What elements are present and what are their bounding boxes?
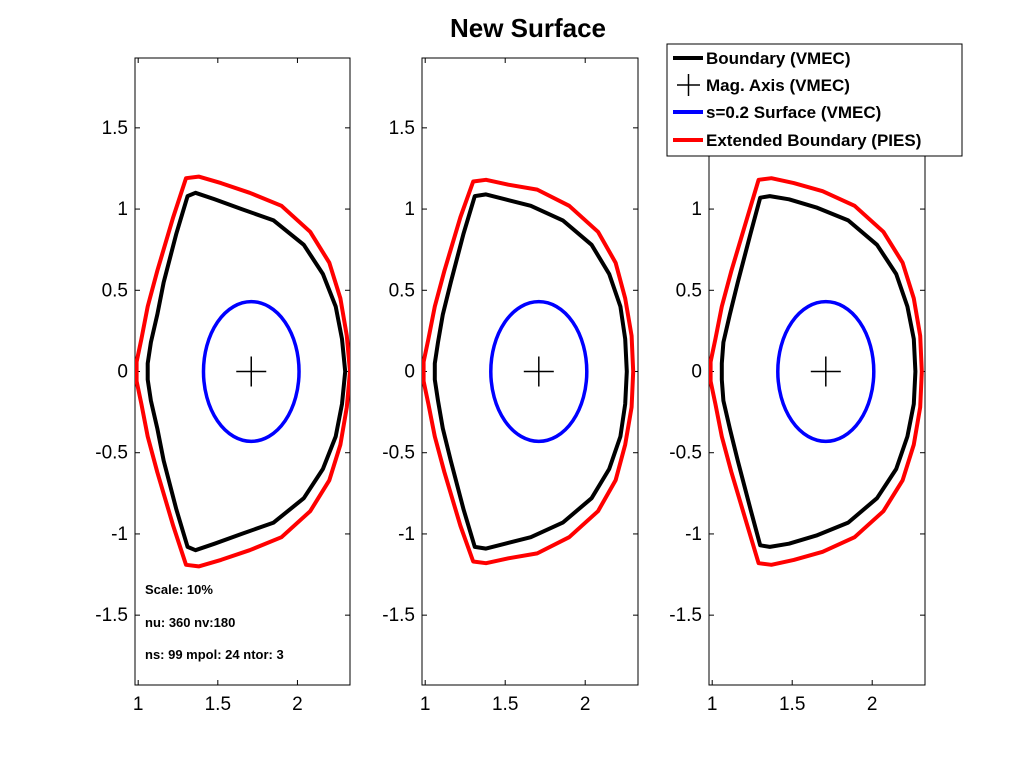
x-tick-label: 1 xyxy=(133,694,144,715)
x-tick-label: 2 xyxy=(292,694,303,715)
y-tick-label: 0.5 xyxy=(102,280,128,301)
legend-label: s=0.2 Surface (VMEC) xyxy=(706,103,881,122)
y-tick-label: 0 xyxy=(117,362,128,383)
annotation-text: nu: 360 nv:180 xyxy=(145,615,235,630)
y-tick-label: 1.5 xyxy=(389,118,415,139)
extended-boundary-line xyxy=(422,177,636,566)
mag-axis-marker xyxy=(523,356,554,387)
legend-label: Extended Boundary (PIES) xyxy=(706,131,921,150)
s02-surface-line xyxy=(776,299,876,444)
annotation-text: Scale: 10% xyxy=(145,582,213,597)
y-tick-label: -1 xyxy=(398,524,415,545)
x-tick-label: 2 xyxy=(580,694,591,715)
y-tick-label: 1 xyxy=(117,199,128,220)
y-tick-label: 1.5 xyxy=(102,118,128,139)
y-tick-label: -1.5 xyxy=(382,605,415,626)
y-tick-label: 0.5 xyxy=(676,280,702,301)
x-tick-label: 2 xyxy=(867,694,878,715)
y-tick-label: 0 xyxy=(404,362,415,383)
mag-axis-marker xyxy=(810,356,841,387)
y-tick-label: 0 xyxy=(691,362,702,383)
x-tick-label: 1.5 xyxy=(779,694,805,715)
legend-entry: Mag. Axis (VMEC) xyxy=(677,74,850,96)
y-tick-label: -1.5 xyxy=(95,605,128,626)
vmec-boundary-line xyxy=(719,194,918,549)
plot-area xyxy=(135,174,350,569)
extended-boundary-line xyxy=(709,176,924,567)
y-tick-label: -0.5 xyxy=(382,443,415,464)
chart-title: New Surface xyxy=(450,13,606,43)
legend-entry: Boundary (VMEC) xyxy=(673,49,851,68)
legend: Boundary (VMEC) Mag. Axis (VMEC) s=0.2 Sur… xyxy=(666,43,963,157)
legend-label: Mag. Axis (VMEC) xyxy=(706,76,850,95)
mag-axis-marker xyxy=(236,356,267,387)
x-tick-label: 1 xyxy=(420,694,431,715)
s02-surface-line xyxy=(489,299,589,444)
legend-box xyxy=(666,43,963,157)
y-tick-label: 1 xyxy=(404,199,415,220)
legend-label: Boundary (VMEC) xyxy=(706,49,851,68)
y-tick-label: -1 xyxy=(111,524,128,545)
s02-surface-line xyxy=(201,299,301,444)
y-tick-label: 1 xyxy=(691,199,702,220)
y-tick-label: -1 xyxy=(685,524,702,545)
legend-entry: s=0.2 Surface (VMEC) xyxy=(673,103,881,122)
vmec-boundary-line xyxy=(432,192,629,551)
legend-entries: Boundary (VMEC) Mag. Axis (VMEC) s=0.2 Sur… xyxy=(673,49,921,150)
plot-area xyxy=(422,177,636,566)
panel-2: 1.5 1 0.5 0 -0.5 -1 -1.5 1 1.5 2 xyxy=(382,57,639,715)
annotation-text: ns: 99 mpol: 24 ntor: 3 xyxy=(145,647,284,662)
x-tick-label: 1.5 xyxy=(492,694,518,715)
plot-area xyxy=(709,176,924,567)
extended-boundary-line xyxy=(135,174,350,569)
vmec-boundary-line xyxy=(145,190,348,553)
y-tick-label: 0.5 xyxy=(389,280,415,301)
legend-entry: Extended Boundary (PIES) xyxy=(673,131,921,150)
x-tick-label: 1.5 xyxy=(205,694,231,715)
y-tick-label: -0.5 xyxy=(95,443,128,464)
y-tick-label: -0.5 xyxy=(669,443,702,464)
y-tick-label: -1.5 xyxy=(669,605,702,626)
x-tick-label: 1 xyxy=(707,694,718,715)
panel-1: 1.5 1 0.5 0 -0.5 -1 -1.5 1 1.5 2 xyxy=(95,57,351,715)
